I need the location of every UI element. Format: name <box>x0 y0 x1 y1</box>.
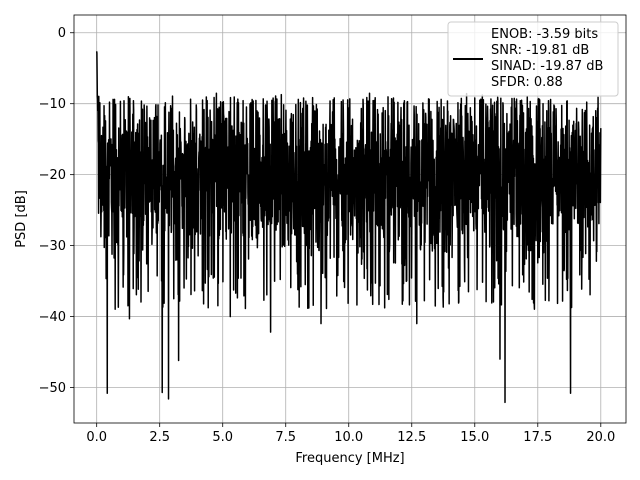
x-axis-label: Frequency [MHz] <box>295 451 404 466</box>
x-tick-label: 15.0 <box>460 430 489 445</box>
y-tick-label: −20 <box>39 168 66 183</box>
y-axis-label: PSD [dB] <box>14 190 29 248</box>
x-tick-label: 20.0 <box>586 430 615 445</box>
x-tick-label: 17.5 <box>523 430 552 445</box>
y-tick-label: −50 <box>39 381 66 396</box>
y-tick-label: −30 <box>39 239 66 254</box>
axes-frame <box>73 14 627 424</box>
axis-ticks: 0.0 2.5 5.0 7.5 10.0 12.5 15.0 17.5 20.0 0 −10 −20 −… <box>39 26 616 445</box>
x-tick-label: 5.0 <box>212 430 233 445</box>
y-tick-label: 0 <box>58 26 66 41</box>
legend: ENOB: -3.59 bits SNR: -19.81 dB SINAD: -… <box>447 21 619 97</box>
series-line <box>95 51 602 404</box>
legend-box <box>447 21 619 97</box>
legend-entry-sfdr: SFDR: 0.88 <box>491 75 563 90</box>
legend-entry-sinad: SINAD: -19.87 dB <box>491 59 603 74</box>
legend-entry-enob: ENOB: -3.59 bits <box>491 27 598 42</box>
x-tick-label: 7.5 <box>275 430 296 445</box>
x-tick-label: 10.0 <box>334 430 363 445</box>
plot-area <box>95 51 602 404</box>
x-tick-label: 0.0 <box>86 430 107 445</box>
x-tick-label: 2.5 <box>149 430 170 445</box>
y-tick-label: −40 <box>39 310 66 325</box>
x-tick-label: 12.5 <box>397 430 426 445</box>
legend-entry-snr: SNR: -19.81 dB <box>491 43 589 58</box>
y-tick-label: −10 <box>39 97 66 112</box>
